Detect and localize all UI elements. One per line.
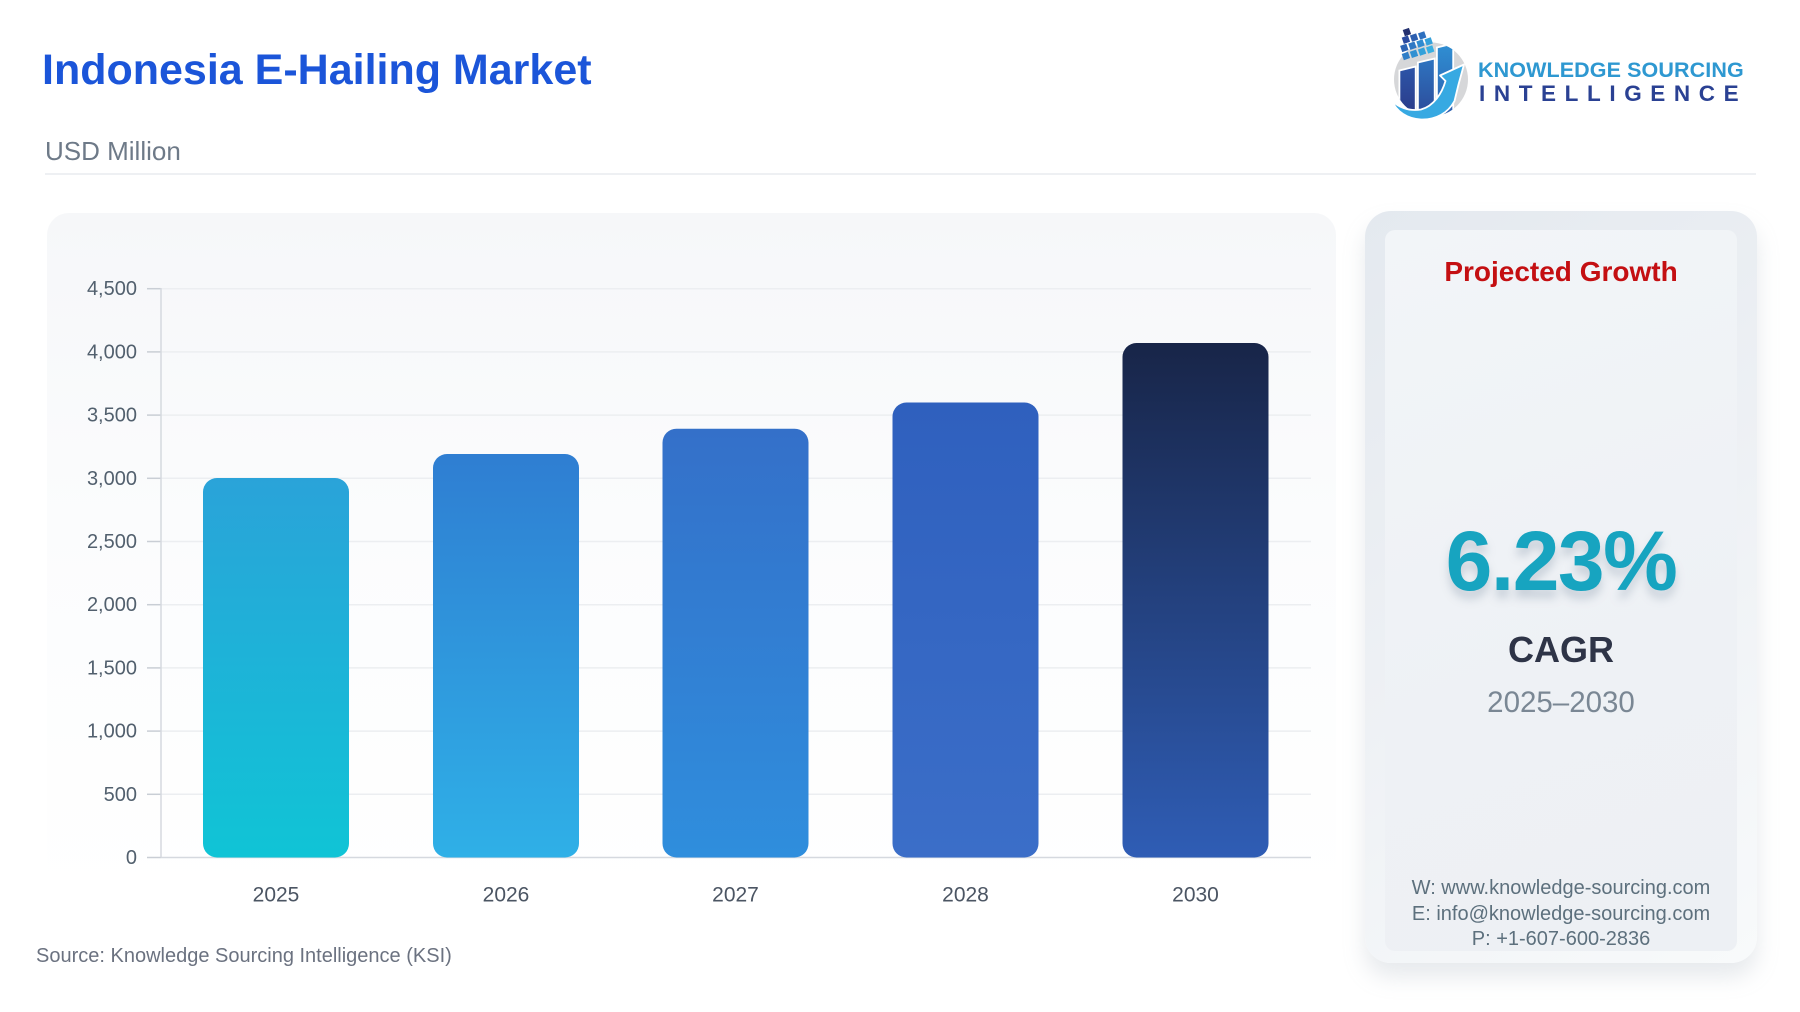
svg-text:4,000: 4,000 bbox=[87, 341, 137, 363]
svg-text:2026: 2026 bbox=[483, 884, 530, 907]
svg-text:2,500: 2,500 bbox=[87, 531, 137, 553]
svg-text:4,500: 4,500 bbox=[87, 278, 137, 300]
svg-text:2028: 2028 bbox=[942, 884, 989, 907]
svg-text:2027: 2027 bbox=[712, 884, 759, 907]
svg-text:1,500: 1,500 bbox=[87, 657, 137, 679]
svg-text:1,000: 1,000 bbox=[87, 721, 137, 743]
svg-text:3,000: 3,000 bbox=[87, 468, 137, 490]
svg-text:2025: 2025 bbox=[253, 884, 300, 907]
svg-text:500: 500 bbox=[104, 784, 137, 806]
svg-text:3,500: 3,500 bbox=[87, 405, 137, 427]
svg-text:2030: 2030 bbox=[1172, 884, 1219, 907]
svg-text:0: 0 bbox=[126, 847, 137, 869]
svg-text:2,000: 2,000 bbox=[87, 594, 137, 616]
